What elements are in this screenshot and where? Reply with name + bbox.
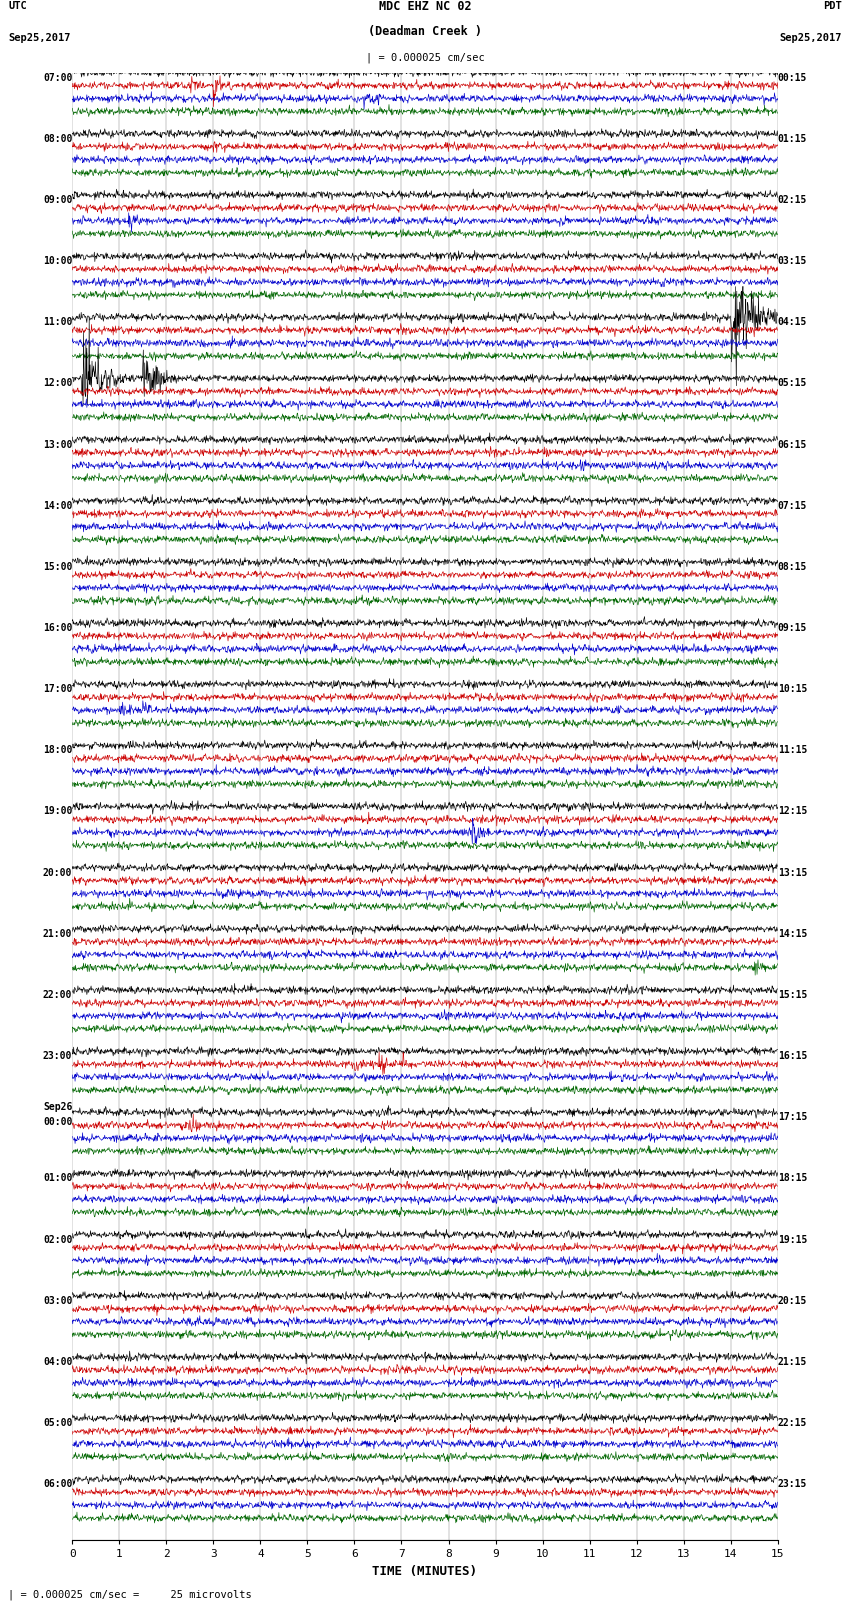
Text: 21:15: 21:15 <box>778 1357 807 1366</box>
Text: 09:15: 09:15 <box>778 623 807 632</box>
Text: 19:15: 19:15 <box>778 1234 807 1245</box>
Text: 22:00: 22:00 <box>42 990 72 1000</box>
Text: 06:15: 06:15 <box>778 439 807 450</box>
Text: 13:00: 13:00 <box>42 439 72 450</box>
Text: 17:00: 17:00 <box>42 684 72 694</box>
Text: 13:15: 13:15 <box>778 868 807 877</box>
Text: 15:15: 15:15 <box>778 990 807 1000</box>
Text: 16:00: 16:00 <box>42 623 72 632</box>
Text: 14:15: 14:15 <box>778 929 807 939</box>
Text: 18:15: 18:15 <box>778 1173 807 1184</box>
Text: 16:15: 16:15 <box>778 1052 807 1061</box>
Text: 20:00: 20:00 <box>42 868 72 877</box>
Text: 08:15: 08:15 <box>778 561 807 573</box>
Text: Sep25,2017: Sep25,2017 <box>779 32 842 42</box>
Text: 03:15: 03:15 <box>778 256 807 266</box>
Text: 11:15: 11:15 <box>778 745 807 755</box>
Text: 17:15: 17:15 <box>778 1113 807 1123</box>
Text: 09:00: 09:00 <box>42 195 72 205</box>
Text: 00:15: 00:15 <box>778 73 807 82</box>
Text: 19:00: 19:00 <box>42 806 72 816</box>
Text: 14:00: 14:00 <box>42 500 72 511</box>
Text: 02:15: 02:15 <box>778 195 807 205</box>
Text: 04:00: 04:00 <box>42 1357 72 1366</box>
Text: | = 0.000025 cm/sec =     25 microvolts: | = 0.000025 cm/sec = 25 microvolts <box>8 1589 252 1600</box>
Text: 11:00: 11:00 <box>42 318 72 327</box>
Text: 18:00: 18:00 <box>42 745 72 755</box>
Text: 12:00: 12:00 <box>42 379 72 389</box>
Text: 07:15: 07:15 <box>778 500 807 511</box>
Text: Sep26: Sep26 <box>42 1102 72 1113</box>
Text: 01:15: 01:15 <box>778 134 807 144</box>
Text: PDT: PDT <box>823 2 842 11</box>
Text: 15:00: 15:00 <box>42 561 72 573</box>
Text: 03:00: 03:00 <box>42 1295 72 1307</box>
Text: 05:00: 05:00 <box>42 1418 72 1428</box>
Text: 00:00: 00:00 <box>42 1118 72 1127</box>
Text: 02:00: 02:00 <box>42 1234 72 1245</box>
Text: MDC EHZ NC 02: MDC EHZ NC 02 <box>379 0 471 13</box>
Text: | = 0.000025 cm/sec: | = 0.000025 cm/sec <box>366 52 484 63</box>
Text: 21:00: 21:00 <box>42 929 72 939</box>
Text: 05:15: 05:15 <box>778 379 807 389</box>
Text: 01:00: 01:00 <box>42 1173 72 1184</box>
Text: 10:00: 10:00 <box>42 256 72 266</box>
Text: 23:15: 23:15 <box>778 1479 807 1489</box>
X-axis label: TIME (MINUTES): TIME (MINUTES) <box>372 1565 478 1578</box>
Text: 04:15: 04:15 <box>778 318 807 327</box>
Text: Sep25,2017: Sep25,2017 <box>8 32 71 42</box>
Text: 07:00: 07:00 <box>42 73 72 82</box>
Text: 20:15: 20:15 <box>778 1295 807 1307</box>
Text: UTC: UTC <box>8 2 27 11</box>
Text: 08:00: 08:00 <box>42 134 72 144</box>
Text: 23:00: 23:00 <box>42 1052 72 1061</box>
Text: (Deadman Creek ): (Deadman Creek ) <box>368 26 482 39</box>
Text: 10:15: 10:15 <box>778 684 807 694</box>
Text: 22:15: 22:15 <box>778 1418 807 1428</box>
Text: 12:15: 12:15 <box>778 806 807 816</box>
Text: 06:00: 06:00 <box>42 1479 72 1489</box>
